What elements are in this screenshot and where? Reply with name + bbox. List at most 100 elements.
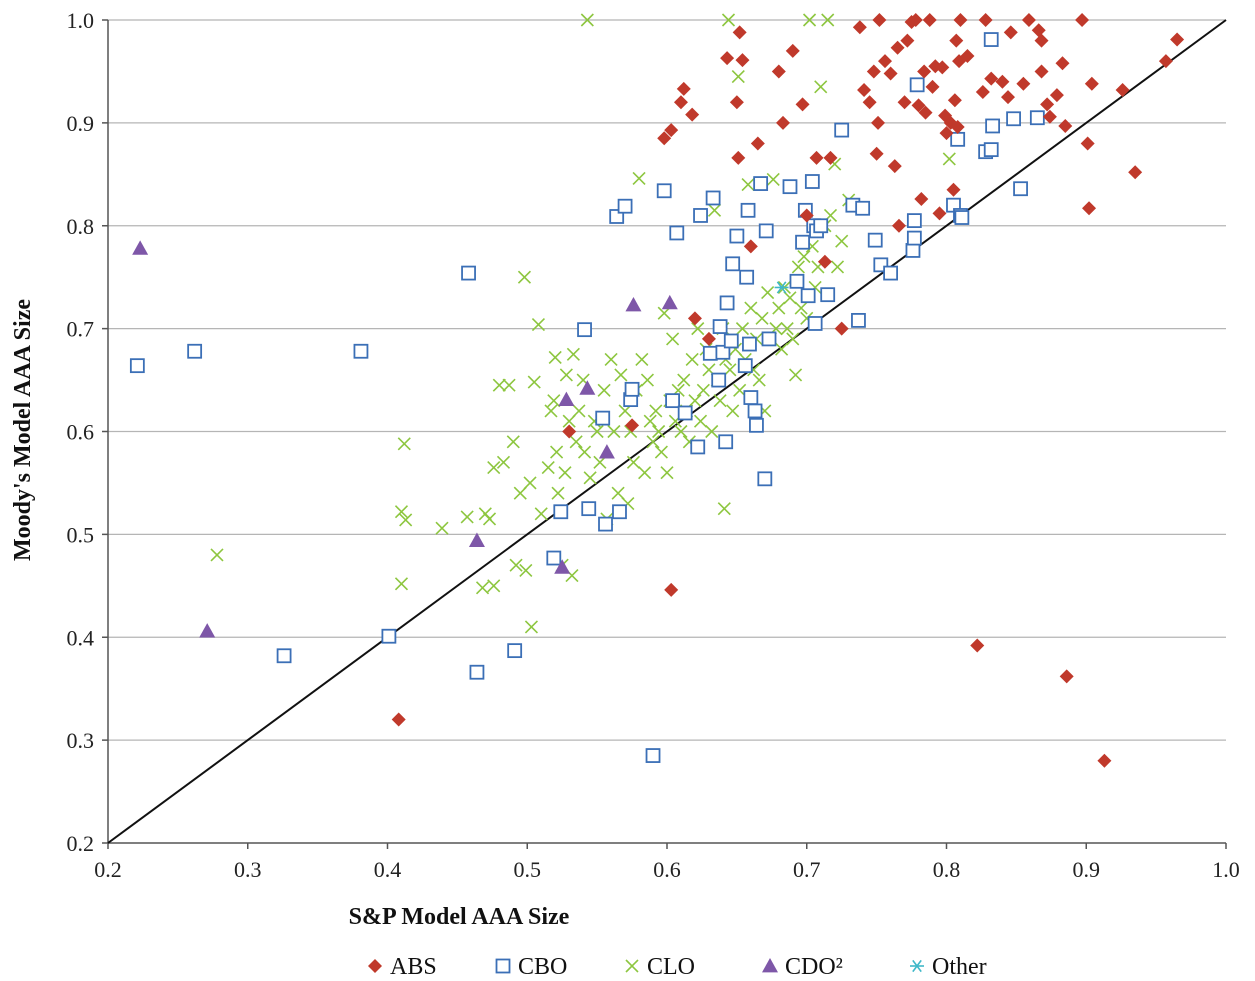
data-point — [583, 471, 597, 485]
data-point — [1021, 13, 1036, 27]
data-point — [566, 347, 580, 361]
data-point — [569, 435, 583, 449]
data-point — [524, 620, 539, 634]
data-point — [774, 281, 789, 294]
legend: ABS CBO CLO CDO² Other — [368, 954, 987, 980]
legend-marker — [910, 959, 924, 973]
data-point — [917, 64, 932, 79]
data-point — [614, 368, 628, 382]
legend-item: CDO² — [762, 954, 843, 980]
legend-marker — [762, 958, 778, 973]
x-tick-label: 0.9 — [1073, 857, 1101, 882]
reference-line — [107, 19, 1227, 844]
data-point — [890, 40, 905, 55]
data-point — [1082, 201, 1097, 216]
legend-marker — [625, 959, 639, 973]
data-point — [657, 131, 672, 146]
data-point — [624, 381, 640, 397]
data-point — [780, 322, 794, 336]
data-point — [970, 638, 985, 653]
data-point — [581, 501, 597, 517]
data-point — [693, 208, 708, 223]
data-point — [461, 265, 476, 281]
data-point — [572, 404, 586, 418]
data-point — [871, 115, 886, 130]
data-point — [725, 256, 741, 272]
data-point — [534, 507, 548, 521]
data-point — [666, 332, 680, 346]
data-point — [661, 294, 678, 310]
data-point — [954, 210, 970, 225]
data-point — [562, 414, 576, 428]
data-point — [835, 234, 849, 248]
data-point — [772, 301, 786, 315]
data-point — [918, 105, 933, 120]
data-point — [758, 223, 774, 239]
y-tick-label: 0.5 — [67, 522, 95, 547]
data-point — [983, 142, 999, 158]
legend-marker — [495, 958, 511, 974]
data-point — [546, 550, 562, 566]
x-tick-label: 1.0 — [1212, 857, 1240, 882]
data-point — [517, 270, 532, 284]
data-point — [707, 203, 722, 217]
data-point — [947, 93, 962, 108]
data-point — [775, 115, 790, 130]
data-point — [723, 333, 739, 349]
data-point — [802, 13, 817, 27]
data-point — [669, 225, 685, 241]
data-point — [690, 439, 706, 455]
axes — [102, 19, 1227, 849]
data-point — [804, 174, 820, 189]
data-point — [813, 218, 829, 234]
series-abs — [391, 13, 1185, 768]
data-point — [353, 343, 369, 359]
data-point — [705, 190, 721, 206]
data-point — [851, 312, 866, 328]
data-point — [558, 391, 575, 407]
data-point — [872, 13, 887, 27]
data-point — [821, 13, 835, 27]
data-point — [656, 183, 672, 199]
data-point — [797, 250, 811, 264]
data-point — [761, 331, 777, 347]
data-point — [855, 200, 871, 216]
data-point — [823, 150, 838, 165]
data-point — [766, 172, 780, 187]
data-point — [638, 466, 652, 480]
data-point — [717, 502, 731, 516]
x-tick-label: 0.8 — [933, 857, 961, 882]
data-point — [435, 521, 449, 535]
legend-item: CBO — [495, 954, 567, 980]
data-point — [783, 291, 797, 305]
data-point — [1040, 97, 1055, 112]
data-point — [742, 336, 757, 352]
data-point — [506, 435, 520, 449]
data-point — [468, 532, 485, 547]
data-point — [834, 321, 849, 336]
data-point — [726, 404, 740, 418]
data-point — [394, 577, 409, 591]
data-point — [685, 107, 700, 122]
data-point — [475, 581, 490, 595]
data-point — [625, 418, 640, 433]
x-tick-label: 0.4 — [374, 857, 402, 882]
data-point — [554, 559, 571, 574]
x-tick-label: 0.6 — [653, 857, 681, 882]
data-point — [632, 171, 646, 185]
data-point — [701, 331, 716, 346]
data-point — [908, 13, 923, 27]
data-point — [946, 182, 961, 197]
data-point — [785, 43, 800, 58]
data-point — [276, 648, 292, 664]
data-point — [942, 152, 956, 166]
data-point — [487, 460, 501, 475]
legend-label: CLO — [647, 954, 695, 980]
data-point — [513, 486, 527, 500]
data-point — [607, 424, 621, 439]
data-point — [713, 394, 727, 408]
data-point — [673, 95, 688, 110]
data-point — [559, 368, 573, 382]
data-point — [577, 322, 592, 338]
data-point — [677, 405, 693, 421]
